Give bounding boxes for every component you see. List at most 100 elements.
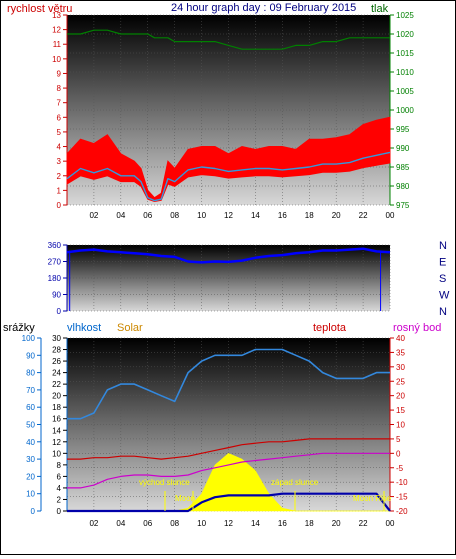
time-tick-label: 10	[197, 519, 206, 528]
pressure-tick-label: 985	[396, 163, 410, 172]
rain-line	[67, 492, 391, 513]
temperature-tick-label: 35	[396, 348, 405, 357]
time-tick-label: 06	[143, 211, 152, 220]
series-lines	[66, 29, 391, 513]
moon-set-annotation: Moon	[175, 494, 195, 503]
chart-title: 24 hour graph day : 09 February 2015	[171, 2, 356, 14]
compass-label: W	[439, 290, 450, 302]
time-tick-label: 00	[386, 211, 395, 220]
rain-tick-label: 100	[22, 334, 36, 343]
dewpoint-line	[67, 452, 390, 489]
pressure-tick-label: 1020	[396, 30, 414, 39]
rain-tick-label: 30	[26, 455, 35, 464]
direction-tick-label: 360	[48, 241, 62, 250]
pressure-tick-label: 1000	[396, 106, 414, 115]
wind-tick-label: 3	[57, 157, 62, 166]
humidity-tick-label: 0	[57, 507, 62, 516]
time-tick-label: 20	[332, 519, 341, 528]
wind-speed-label: rychlost větru	[7, 3, 72, 15]
time-tick-label: 12	[224, 211, 233, 220]
wind-tick-label: 0	[57, 201, 62, 210]
humidity-tick-label: 30	[52, 334, 61, 343]
dewpoint-label: rosný bod	[393, 322, 441, 334]
time-tick-label: 06	[143, 519, 152, 528]
pressure-tick-label: 995	[396, 125, 410, 134]
compass-label: N	[439, 306, 447, 318]
humidity-tick-label: 28	[52, 346, 61, 355]
wind-tick-label: 2	[57, 172, 62, 181]
time-tick-label: 02	[89, 211, 98, 220]
time-tick-label: 04	[116, 211, 125, 220]
solar-label: Solar	[117, 322, 143, 334]
time-tick-label: 16	[278, 519, 287, 528]
temperature-line	[67, 438, 390, 460]
humidity-tick-label: 26	[52, 357, 61, 366]
temperature-tick-label: 15	[396, 406, 405, 415]
temperature-tick-label: -10	[396, 478, 408, 487]
temperature-tick-label: 5	[396, 435, 401, 444]
pressure-tick-label: 990	[396, 144, 410, 153]
humidity-label: vlhkost	[67, 322, 101, 334]
time-tick-label: 08	[170, 211, 179, 220]
direction-tick-label: 0	[57, 307, 62, 316]
humidity-line	[67, 348, 390, 420]
pressure-line	[67, 29, 390, 50]
pressure-tick-label: 1005	[396, 87, 414, 96]
rain-tick-label: 90	[26, 351, 35, 360]
rain-tick-label: 60	[26, 403, 35, 412]
time-tick-label: 14	[251, 211, 260, 220]
temperature-tick-label: -20	[396, 507, 408, 516]
wind-direction-line	[66, 247, 391, 264]
temperature-tick-label: 10	[396, 421, 405, 430]
humidity-tick-label: 24	[52, 369, 61, 378]
humidity-tick-label: 22	[52, 380, 61, 389]
time-tick-label: 04	[116, 519, 125, 528]
moon-rise-annotation: Moon Rise	[353, 494, 392, 503]
wind-tick-label: 13	[52, 11, 61, 20]
temperature-tick-label: -5	[396, 464, 404, 473]
pressure-tick-label: 980	[396, 182, 410, 191]
wind-tick-label: 1	[57, 186, 62, 195]
wind-tick-label: 5	[57, 128, 62, 137]
humidity-tick-label: 20	[52, 392, 61, 401]
humidity-tick-label: 6	[57, 472, 62, 481]
wind-tick-label: 9	[57, 69, 62, 78]
compass-label: S	[439, 273, 446, 285]
pressure-tick-label: 1015	[396, 49, 414, 58]
wind-tick-label: 6	[57, 113, 62, 122]
humidity-tick-label: 10	[52, 449, 61, 458]
humidity-tick-label: 14	[52, 426, 61, 435]
direction-tick-label: 180	[48, 274, 62, 283]
rain-tick-label: 40	[26, 438, 35, 447]
axes: 0202040406060808101012121414161618182020…	[22, 11, 415, 528]
sunset-annotation: západ slunce	[271, 478, 319, 487]
humidity-tick-label: 4	[57, 484, 62, 493]
sunrise-annotation: východ slunce	[139, 478, 190, 487]
temperature-tick-label: 40	[396, 334, 405, 343]
wind-tick-label: 11	[53, 40, 62, 49]
temperature-tick-label: 30	[396, 363, 405, 372]
wind-tick-label: 10	[52, 55, 61, 64]
rain-tick-label: 70	[26, 386, 35, 395]
temperature-tick-label: 0	[396, 449, 401, 458]
wind-average-line	[66, 151, 391, 202]
temperature-tick-label: 20	[396, 392, 405, 401]
time-tick-label: 10	[197, 211, 206, 220]
wind-tick-label: 8	[57, 84, 62, 93]
direction-tick-label: 90	[52, 291, 61, 300]
pressure-tick-label: 1010	[396, 68, 414, 77]
time-tick-label: 16	[278, 211, 287, 220]
wind-tick-label: 4	[57, 143, 62, 152]
time-tick-label: 18	[305, 211, 314, 220]
wind-tick-label: 12	[52, 26, 61, 35]
rain-tick-label: 10	[26, 490, 35, 499]
wind-tick-label: 7	[57, 99, 62, 108]
rain-tick-label: 50	[26, 421, 35, 430]
time-tick-label: 08	[170, 519, 179, 528]
direction-tick-label: 270	[48, 258, 62, 267]
humidity-tick-label: 16	[52, 415, 61, 424]
time-tick-label: 18	[305, 519, 314, 528]
